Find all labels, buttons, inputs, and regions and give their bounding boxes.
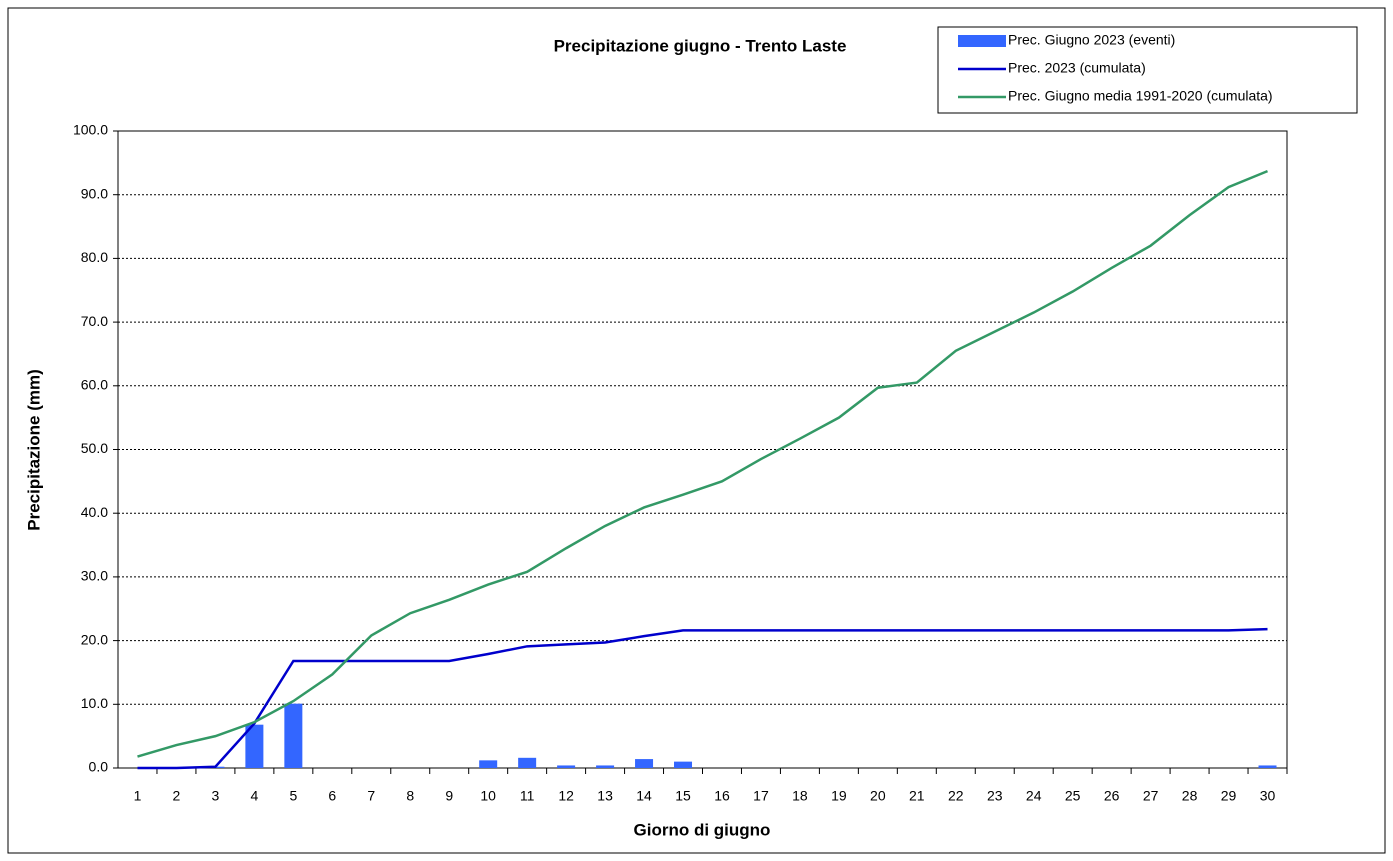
x-tick-label: 18 [792,788,808,804]
x-tick-label: 7 [367,788,375,804]
legend-swatch [958,35,1006,47]
x-tick-label: 5 [289,788,297,804]
y-tick-label: 70.0 [81,313,108,329]
x-tick-label: 21 [909,788,925,804]
legend-box [937,26,1358,114]
x-tick-label: 14 [636,788,652,804]
x-tick-label: 11 [520,788,535,804]
y-tick-label: 80.0 [81,249,108,265]
x-tick-label: 19 [831,788,847,804]
y-tick-label: 90.0 [81,185,108,201]
chart-title: Precipitazione giugno - Trento Laste [554,36,847,55]
y-tick-label: 20.0 [81,631,108,647]
x-tick-label: 17 [753,788,769,804]
bar [674,761,693,768]
x-axis-label: Giorno di giugno [634,820,771,839]
x-tick-label: 25 [1065,788,1081,804]
y-tick-label: 60.0 [81,377,108,393]
x-tick-label: 6 [328,788,336,804]
y-tick-label: 50.0 [81,440,108,456]
y-tick-label: 10.0 [81,695,108,711]
x-tick-label: 22 [948,788,964,804]
x-tick-label: 27 [1143,788,1159,804]
x-tick-label: 26 [1104,788,1120,804]
x-tick-label: 10 [480,788,496,804]
x-tick-label: 23 [987,788,1003,804]
x-tick-label: 29 [1221,788,1237,804]
x-tick-label: 4 [250,788,258,804]
legend-label: Prec. 2023 (cumulata) [1008,60,1146,76]
legend-label: Prec. Giugno 2023 (eventi) [1008,32,1175,48]
x-tick-label: 9 [445,788,453,804]
y-axis-label: Precipitazione (mm) [24,369,43,531]
y-tick-label: 30.0 [81,568,108,584]
bar [635,759,654,768]
x-tick-label: 30 [1260,788,1276,804]
line [137,627,1268,770]
bar [1258,765,1277,768]
y-tick-label: 0.0 [89,759,109,775]
x-tick-label: 3 [212,788,220,804]
y-tick-label: 100.0 [73,122,108,138]
chart-border [7,7,1386,854]
line [137,169,1268,758]
bar [518,757,537,768]
x-tick-label: 20 [870,788,886,804]
x-tick-label: 12 [558,788,574,804]
bar [479,760,498,768]
x-tick-label: 28 [1182,788,1198,804]
x-tick-label: 1 [134,788,142,804]
bar [596,765,615,768]
x-tick-label: 15 [675,788,691,804]
x-tick-label: 13 [597,788,613,804]
x-tick-label: 8 [406,788,414,804]
x-tick-label: 24 [1026,788,1042,804]
bar [284,703,303,768]
x-tick-label: 16 [714,788,730,804]
x-tick-label: 2 [173,788,181,804]
legend-label: Prec. Giugno media 1991-2020 (cumulata) [1008,88,1273,104]
bar [245,724,264,768]
y-tick-label: 40.0 [81,504,108,520]
bar [557,765,576,768]
